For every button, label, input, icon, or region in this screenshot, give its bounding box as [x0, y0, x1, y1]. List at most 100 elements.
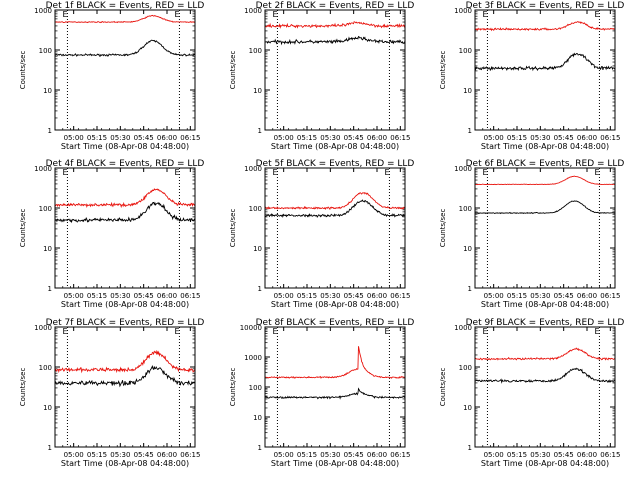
y-tick-label: 1000	[244, 354, 262, 362]
event-marker-label: E	[272, 10, 277, 19]
series-line-events	[474, 200, 616, 215]
y-tick-label: 100	[459, 364, 472, 372]
y-tick-label: 1000	[34, 324, 52, 332]
series-line-lld	[474, 21, 616, 32]
x-axis-label: Start Time (08-Apr-08 04:48:00)	[481, 300, 609, 309]
x-axis-label: Start Time (08-Apr-08 04:48:00)	[61, 142, 189, 151]
event-marker-label: E	[594, 327, 599, 336]
y-tick-label: 1000	[244, 7, 262, 15]
x-tick-label: 05:00	[64, 451, 84, 459]
event-marker-label: E	[272, 327, 277, 336]
y-tick-label: 100	[249, 205, 262, 213]
x-tick-label: 05:00	[274, 292, 294, 300]
x-tick-label: 05:45	[134, 292, 154, 300]
event-marker-label: E	[62, 327, 67, 336]
y-axis-label: Counts/sec	[439, 209, 447, 248]
y-tick-label: 10	[463, 87, 472, 95]
x-tick-label: 05:30	[110, 451, 130, 459]
plot-frame	[264, 167, 406, 289]
y-tick-label: 10	[463, 404, 472, 412]
x-axis-label: Start Time (08-Apr-08 04:48:00)	[61, 300, 189, 309]
x-tick-label: 06:15	[600, 292, 620, 300]
y-tick-label: 1	[258, 444, 262, 452]
event-marker-label: E	[384, 10, 389, 19]
panel-title: Det 8f BLACK = Events, RED = LLD	[256, 318, 415, 328]
x-tick-label: 06:15	[600, 134, 620, 142]
y-axis-label: Counts/sec	[19, 368, 27, 407]
series-line-events	[54, 201, 196, 224]
y-tick-label: 1000	[454, 324, 472, 332]
x-tick-label: 05:45	[344, 134, 364, 142]
y-tick-label: 100	[249, 384, 262, 392]
y-axis-label: Counts/sec	[229, 209, 237, 248]
x-tick-label: 06:00	[157, 451, 177, 459]
x-tick-label: 05:00	[274, 451, 294, 459]
x-tick-label: 06:00	[367, 134, 387, 142]
event-marker-label: E	[174, 327, 179, 336]
x-axis-label: Start Time (08-Apr-08 04:48:00)	[481, 459, 609, 468]
x-tick-label: 05:30	[530, 292, 550, 300]
series-line-lld	[54, 188, 196, 209]
x-tick-label: 06:15	[180, 451, 200, 459]
y-tick-label: 1	[258, 285, 262, 293]
x-tick-label: 05:00	[274, 134, 294, 142]
plot-frame	[264, 9, 406, 131]
y-tick-label: 1000	[454, 165, 472, 173]
x-tick-label: 06:00	[367, 292, 387, 300]
y-tick-label: 10	[43, 245, 52, 253]
x-tick-label: 06:00	[577, 134, 597, 142]
x-tick-label: 05:15	[297, 134, 317, 142]
series-line-events	[54, 365, 196, 388]
plot-frame	[54, 326, 196, 448]
plot-frame	[474, 9, 616, 131]
x-tick-label: 05:30	[110, 134, 130, 142]
x-tick-label: 05:45	[344, 292, 364, 300]
x-tick-label: 05:15	[297, 451, 317, 459]
y-axis-label: Counts/sec	[19, 51, 27, 90]
panel-title: Det 6f BLACK = Events, RED = LLD	[466, 159, 625, 169]
x-tick-label: 05:45	[344, 451, 364, 459]
series-line-lld	[54, 14, 196, 24]
x-tick-label: 05:45	[554, 292, 574, 300]
y-tick-label: 100	[459, 205, 472, 213]
x-tick-label: 05:30	[530, 451, 550, 459]
x-tick-label: 06:00	[157, 292, 177, 300]
series-line-lld	[474, 347, 616, 361]
x-tick-label: 05:30	[320, 451, 340, 459]
event-marker-label: E	[272, 168, 277, 177]
series-line-lld	[475, 175, 616, 186]
x-tick-label: 06:00	[577, 292, 597, 300]
panel-title: Det 5f BLACK = Events, RED = LLD	[256, 159, 415, 169]
x-axis-label: Start Time (08-Apr-08 04:48:00)	[481, 142, 609, 151]
x-tick-label: 06:15	[390, 292, 410, 300]
x-tick-label: 06:15	[180, 134, 200, 142]
y-tick-label: 1000	[34, 165, 52, 173]
x-tick-label: 06:15	[390, 134, 410, 142]
plot-frame	[264, 326, 406, 448]
y-axis-label: Counts/sec	[439, 51, 447, 90]
event-marker-label: E	[482, 327, 487, 336]
x-axis-label: Start Time (08-Apr-08 04:48:00)	[271, 142, 399, 151]
y-tick-label: 10	[253, 245, 262, 253]
y-tick-label: 1	[468, 285, 472, 293]
y-tick-label: 1	[48, 127, 52, 135]
x-tick-label: 05:15	[87, 292, 107, 300]
x-tick-label: 05:15	[507, 451, 527, 459]
x-axis-label: Start Time (08-Apr-08 04:48:00)	[271, 300, 399, 309]
x-tick-label: 05:30	[530, 134, 550, 142]
series-line-events	[264, 199, 406, 218]
x-tick-label: 05:00	[64, 134, 84, 142]
y-tick-label: 1	[258, 127, 262, 135]
x-tick-label: 05:00	[64, 292, 84, 300]
panel-title: Det 7f BLACK = Events, RED = LLD	[46, 318, 205, 328]
panel-title: Det 1f BLACK = Events, RED = LLD	[46, 1, 205, 11]
series-line-lld	[264, 191, 406, 211]
x-tick-label: 06:15	[180, 292, 200, 300]
panel-title: Det 2f BLACK = Events, RED = LLD	[256, 1, 415, 11]
series-line-events	[54, 39, 196, 57]
y-tick-label: 100	[459, 47, 472, 55]
